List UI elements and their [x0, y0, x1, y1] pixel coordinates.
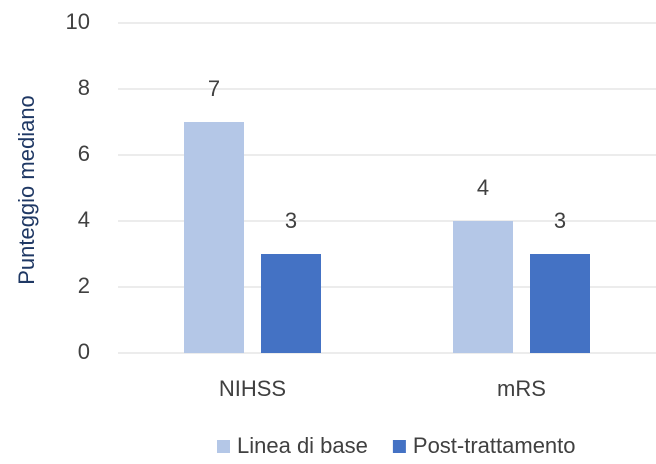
- y-tick-label: 0: [78, 339, 90, 364]
- legend-swatch: [217, 440, 230, 453]
- data-label: 4: [477, 175, 489, 200]
- bar: [530, 254, 590, 353]
- data-label: 7: [208, 76, 220, 101]
- data-label: 3: [285, 208, 297, 233]
- legend-label: Post-trattamento: [413, 433, 576, 458]
- x-tick-label: mRS: [497, 376, 546, 401]
- legend-swatch: [392, 440, 406, 453]
- bar: [184, 122, 244, 353]
- legend-label: Linea di base: [237, 433, 368, 458]
- y-tick-label: 2: [78, 273, 90, 298]
- bar: [261, 254, 321, 353]
- data-label: 3: [554, 208, 566, 233]
- bar: [453, 221, 513, 353]
- y-tick-label: 10: [66, 9, 90, 34]
- x-tick-label: NIHSS: [219, 376, 286, 401]
- y-tick-label: 6: [78, 141, 90, 166]
- y-axis-label: Punteggio mediano: [14, 95, 39, 285]
- y-tick-label: 8: [78, 75, 90, 100]
- y-tick-label: 4: [78, 207, 90, 232]
